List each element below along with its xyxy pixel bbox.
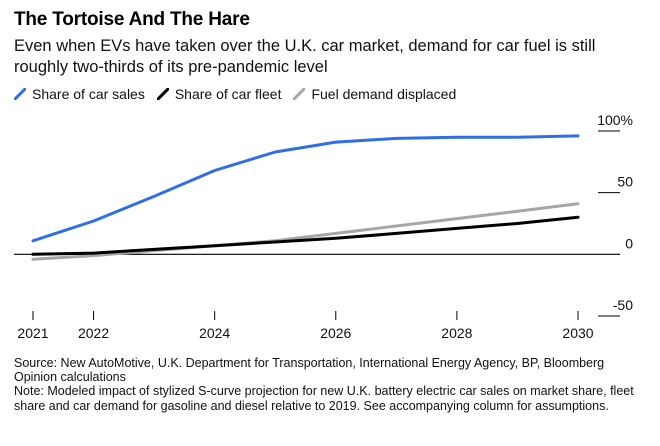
x-tick-label: 2028 [441,325,472,341]
x-tick-label: 2026 [320,325,351,341]
x-tick-label: 2030 [562,325,593,341]
y-tick-label: 50 [617,174,633,190]
legend-swatch-line [156,88,169,100]
legend-label: Share of car sales [32,86,145,102]
legend-label: Fuel demand displaced [311,86,457,102]
series-line-fuel-demand [31,202,580,261]
legend-item-car-fleet: Share of car fleet [156,86,282,102]
y-tick-label: 0 [625,235,633,251]
series-line-car-fleet [31,215,580,256]
legend-swatch-car-sales [14,88,26,100]
x-tick-label: 2021 [17,325,48,341]
x-tick-label: 2022 [78,325,109,341]
x-tick-label: 2024 [199,325,230,341]
chart-notes: Source: New AutoMotive, U.K. Department … [14,356,650,413]
legend-swatch-line [14,88,26,100]
legend-swatch-car-fleet [156,88,169,100]
y-tick-label: 100% [597,112,633,128]
series-line-car-sales [31,134,580,243]
legend-item-car-sales: Share of car sales [14,86,145,102]
chart-subtitle: Even when EVs have taken over the U.K. c… [14,37,596,76]
note-text: Note: Modeled impact of stylized S-curve… [14,384,634,413]
chart-title: The Tortoise And The Hare [14,9,250,30]
source-text: Source: New AutoMotive, U.K. Department … [14,356,605,385]
legend: Share of car sales Share of car fleet Fu… [14,85,468,103]
legend-label: Share of car fleet [174,86,282,102]
legend-item-fuel-demand: Fuel demand displaced [293,86,456,102]
legend-swatch-line [293,88,306,100]
line-chart: 100% 50 0 -50 2021 2022 2024 2026 2028 2030 [14,112,633,341]
legend-swatch-fuel-demand [293,88,306,100]
y-tick-label: -50 [613,297,633,313]
